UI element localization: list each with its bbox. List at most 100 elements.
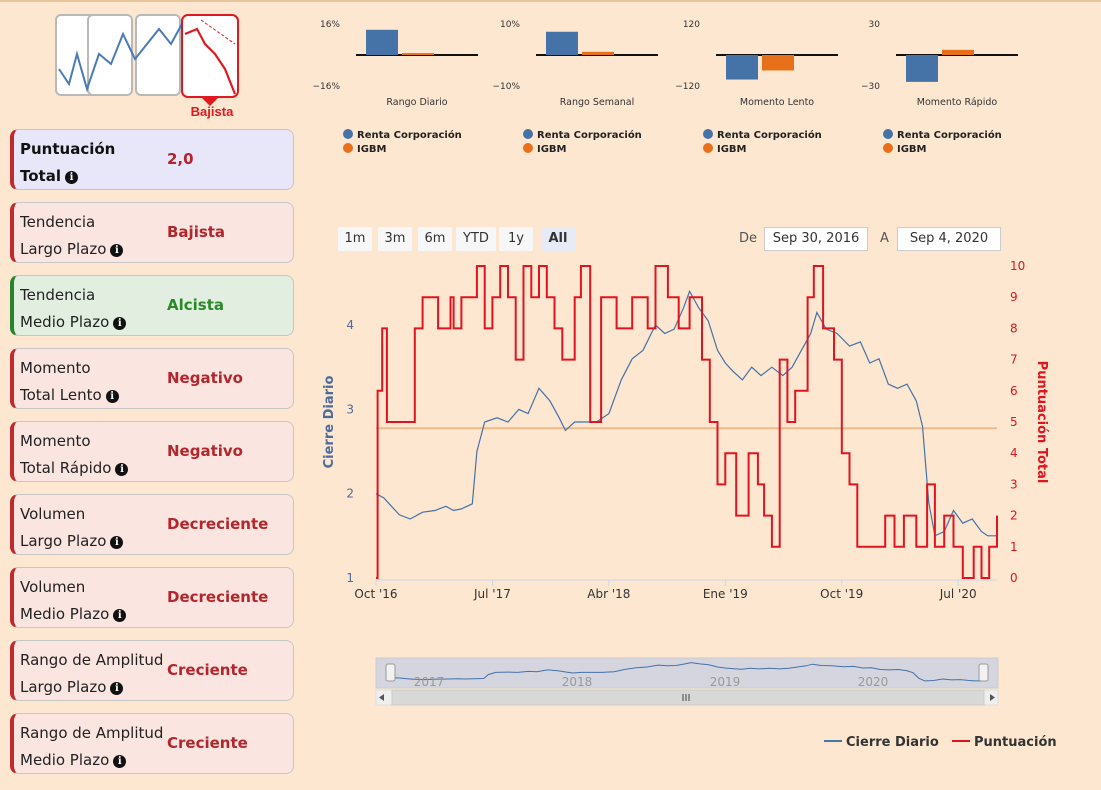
mini-ymin-label: −16% (312, 82, 340, 92)
card-title-line2: Total i (20, 167, 78, 185)
date-to-input[interactable]: Sep 4, 2020 (897, 227, 1001, 251)
mini-bar-company (366, 29, 398, 55)
legend-dot (343, 143, 353, 153)
mini-legend-index[interactable]: IGBM (703, 143, 822, 155)
mini-bar-index (762, 55, 794, 71)
info-icon[interactable]: i (110, 536, 124, 549)
mini-ymin-label: −30 (861, 82, 880, 92)
score-card: Momento Total Rápido i Negativo (10, 421, 294, 482)
legend-company-label: Renta Corporación (537, 130, 642, 141)
legend-index-label: IGBM (717, 144, 747, 155)
score-card: Tendencia Largo Plazo i Bajista (10, 202, 294, 263)
info-icon[interactable]: i (64, 171, 78, 184)
legend-close-swatch (824, 740, 842, 742)
mini-bar-index (402, 53, 434, 55)
card-title-line2-text: Largo Plazo (20, 240, 107, 258)
legend-index-label: IGBM (537, 144, 567, 155)
mini-bar-company (726, 55, 758, 80)
legend-dot (703, 143, 713, 153)
card-value: Creciente (167, 734, 248, 752)
card-title-line2: Total Lento i (20, 386, 119, 404)
mini-bar-index (582, 51, 614, 55)
mini-legend: Renta Corporación IGBM (883, 129, 1002, 155)
mini-bar-company (906, 55, 938, 82)
info-icon[interactable]: i (110, 244, 124, 257)
card-title-line2: Total Rápido i (20, 459, 129, 477)
card-title-line2-text: Medio Plazo (20, 751, 110, 769)
trend-label: Bajista (190, 104, 234, 119)
card-title-line2-text: Largo Plazo (20, 678, 107, 696)
left-axis-title: Cierre Diario (322, 376, 337, 469)
right-tick-label: 10 (1010, 259, 1025, 273)
navigator-year-label: 2017 (414, 675, 445, 689)
mini-legend-company[interactable]: Renta Corporación (523, 129, 642, 141)
mini-chart: 16% −16% Rango Diario (312, 20, 478, 108)
legend-index-label: IGBM (897, 144, 927, 155)
mini-legend-index[interactable]: IGBM (883, 143, 1002, 155)
card-value: Decreciente (167, 588, 269, 606)
card-value: Negativo (167, 442, 243, 460)
range-button[interactable]: 1y (499, 227, 533, 251)
right-tick-label: 5 (1010, 415, 1018, 429)
score-card: Volumen Medio Plazo i Decreciente (10, 567, 294, 628)
info-icon[interactable]: i (113, 755, 127, 768)
card-title-line2: Largo Plazo i (20, 240, 124, 258)
scroll-left-arrow-icon (379, 694, 384, 701)
legend-close[interactable]: Cierre Diario (824, 735, 939, 750)
card-value: Alcista (167, 296, 225, 314)
navigator-handle-right (978, 663, 989, 682)
right-axis-title: Puntuación Total (1034, 361, 1049, 484)
mini-ymax-label: 16% (320, 20, 340, 30)
info-icon[interactable]: i (113, 317, 127, 330)
navigator-year-label: 2019 (710, 675, 741, 689)
right-tick-label: 3 (1010, 477, 1018, 491)
trend-box-2 (87, 14, 133, 96)
score-card: Rango de Amplitud Largo Plazo i Creciente (10, 640, 294, 701)
range-button[interactable]: 3m (378, 227, 412, 251)
range-button[interactable]: 6m (418, 227, 452, 251)
card-title-line2: Medio Plazo i (20, 751, 127, 769)
card-title-line2-text: Total Rápido (20, 459, 112, 477)
right-tick-label: 4 (1010, 446, 1018, 460)
scroll-right-arrow-icon (990, 694, 995, 701)
trend-indicator: Bajista (55, 14, 240, 119)
card-title-line1: Tendencia (20, 286, 96, 304)
scrollbar-grip-icon (682, 694, 690, 701)
card-title-line1: Volumen (20, 578, 86, 596)
right-tick-label: 6 (1010, 384, 1018, 398)
right-tick-label: 7 (1010, 353, 1018, 367)
x-tick-label: Oct '16 (354, 587, 397, 601)
info-icon[interactable]: i (115, 463, 129, 476)
legend-company-label: Renta Corporación (717, 130, 822, 141)
info-icon[interactable]: i (110, 682, 124, 695)
mini-legend-index[interactable]: IGBM (523, 143, 642, 155)
score-card: Volumen Largo Plazo i Decreciente (10, 494, 294, 555)
info-icon[interactable]: i (105, 390, 119, 403)
range-button[interactable]: 1m (338, 227, 372, 251)
score-card: Puntuación Total i 2,0 (10, 129, 294, 190)
trend-sparkline-icon (58, 14, 239, 106)
x-tick-label: Jul '17 (473, 587, 511, 601)
range-button[interactable]: YTD (456, 227, 496, 251)
info-icon[interactable]: i (113, 609, 127, 622)
mini-legend-company[interactable]: Renta Corporación (343, 129, 462, 141)
top-border (0, 0, 1101, 2)
mini-legend-company[interactable]: Renta Corporación (883, 129, 1002, 141)
date-from-input[interactable]: Sep 30, 2016 (764, 227, 868, 251)
right-tick-label: 0 (1010, 571, 1018, 585)
mini-bar-company (546, 31, 578, 55)
mini-chart: 120 −120 Momento Lento (675, 20, 838, 108)
mini-chart: 30 −30 Momento Rápido (861, 20, 1018, 108)
mini-legend-company[interactable]: Renta Corporación (703, 129, 822, 141)
legend-score[interactable]: Puntuación (952, 735, 1057, 750)
card-title-line1: Momento (20, 359, 91, 377)
x-tick-label: Jul '20 (939, 587, 977, 601)
card-title-line2-text: Largo Plazo (20, 532, 107, 550)
card-value: Creciente (167, 661, 248, 679)
mini-bar-index (942, 49, 974, 55)
left-tick-label: 1 (346, 571, 354, 585)
card-title-line2-text: Total (20, 167, 61, 185)
mini-legend-index[interactable]: IGBM (343, 143, 462, 155)
card-title-line1: Rango de Amplitud (20, 651, 164, 669)
range-button[interactable]: All (541, 227, 575, 251)
